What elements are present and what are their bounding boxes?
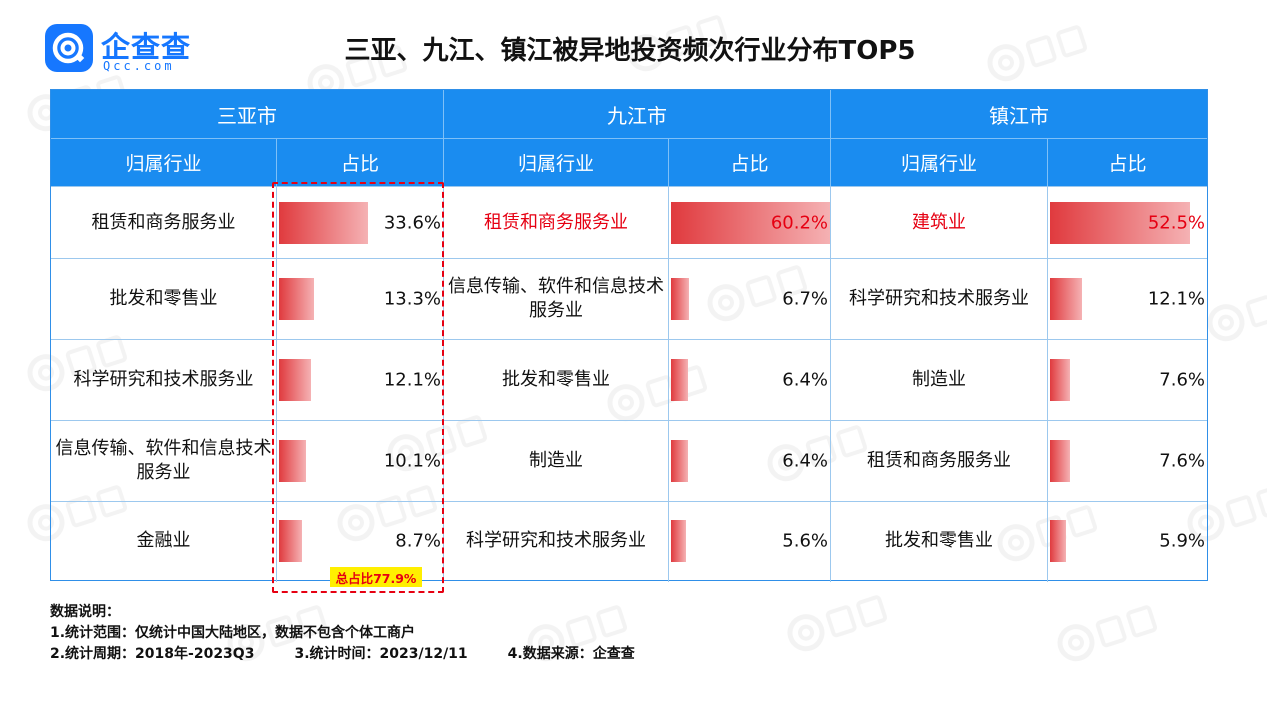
share-bar xyxy=(671,201,831,244)
qcc-logo: 企查查 Qcc.com xyxy=(45,24,205,76)
column-divider xyxy=(1047,186,1048,582)
share-cell: 6.4% xyxy=(669,421,830,501)
share-cell: 6.4% xyxy=(669,340,830,420)
industry-cell: 租赁和商务服务业 xyxy=(867,450,1011,471)
industry-cell: 科学研究和技术服务业 xyxy=(73,369,254,390)
share-cell: 60.2% xyxy=(669,187,831,258)
city-header-jiujiang: 九江市 xyxy=(607,103,667,128)
share-value: 12.1% xyxy=(383,369,441,391)
share-bar xyxy=(1050,359,1071,401)
share-cell: 52.5% xyxy=(1048,187,1207,258)
column-header-share: 占比 xyxy=(1108,153,1147,175)
share-value: 6.7% xyxy=(782,288,828,310)
data-notes: 数据说明： 1.统计范围：仅统计中国大陆地区，数据不包含个体工商户 2.统计周期… xyxy=(50,602,635,665)
qcc-logo-icon xyxy=(45,24,93,72)
industry-table: 三亚市 九江市 镇江市 归属行业 占比 归属行业 占比 归属行业 占比 租赁和商… xyxy=(50,89,1208,582)
share-cell: 6.7% xyxy=(669,259,830,339)
column-header-industry: 归属行业 xyxy=(125,153,202,175)
table-row: 信息传输、软件和信息技术服务业 10.1% 制造业 6.4% 租赁和商务服务业 7.6% xyxy=(51,420,1207,501)
total-share-badge: 总占比77.9% xyxy=(330,567,422,587)
share-value: 7.6% xyxy=(1159,369,1205,391)
industry-cell: 租赁和商务服务业 xyxy=(91,211,236,233)
share-bar xyxy=(671,278,689,320)
share-bar xyxy=(279,520,303,562)
sanya-top5-highlight-box xyxy=(272,182,444,593)
city-header-row: 三亚市 九江市 镇江市 xyxy=(51,90,1207,138)
column-header-industry: 归属行业 xyxy=(900,153,977,175)
city-header-zhenjiang: 镇江市 xyxy=(989,103,1049,128)
industry-cell: 制造业 xyxy=(912,369,966,390)
share-value: 6.4% xyxy=(782,369,828,391)
table-row: 租赁和商务服务业 33.6% 租赁和商务服务业 60.2% 建筑业 52.5% xyxy=(51,186,1207,258)
notes-heading: 数据说明： xyxy=(50,604,120,620)
share-bar xyxy=(279,440,306,482)
table-row: 批发和零售业 13.3% 信息传输、软件和信息技术服务业 6.7% 科学研究和技术服务业… xyxy=(51,258,1207,339)
share-bar xyxy=(671,520,686,562)
notes-scope: 1.统计范围：仅统计中国大陆地区，数据不包含个体工商户 xyxy=(50,625,416,641)
share-value: 5.9% xyxy=(1159,530,1205,552)
watermark-logo-icon xyxy=(1050,600,1180,664)
column-divider xyxy=(830,186,831,582)
share-bar xyxy=(279,359,312,401)
share-cell: 12.1% xyxy=(1048,259,1207,339)
column-header-industry: 归属行业 xyxy=(517,153,594,175)
brand-name-cn: 企查查 xyxy=(101,30,192,64)
page-title: 三亚、九江、镇江被异地投资频次行业分布TOP5 xyxy=(344,36,916,66)
industry-cell: 租赁和商务服务业 xyxy=(484,211,628,233)
share-bar xyxy=(1050,440,1071,482)
share-value: 52.5% xyxy=(1147,212,1205,233)
share-value: 33.6% xyxy=(383,212,441,233)
column-header-share: 占比 xyxy=(730,153,769,175)
industry-cell: 科学研究和技术服务业 xyxy=(849,288,1029,309)
share-bar xyxy=(671,440,688,482)
share-value: 12.1% xyxy=(1147,288,1205,310)
share-cell: 33.6% xyxy=(277,187,443,258)
industry-cell: 制造业 xyxy=(529,450,583,471)
industry-cell: 科学研究和技术服务业 xyxy=(466,530,646,551)
share-value: 8.7% xyxy=(395,530,441,552)
industry-cell: 批发和零售业 xyxy=(885,530,993,551)
column-header-share: 占比 xyxy=(340,153,379,175)
share-bar xyxy=(1050,520,1066,562)
notes-line-2: 2.统计周期：2018年-2023Q3 3.统计时间：2023/12/11 4.数据… xyxy=(50,644,635,665)
city-header-sanya: 三亚市 xyxy=(217,103,277,128)
industry-cell: 信息传输、软件和信息技术服务业 xyxy=(55,438,272,483)
share-cell: 10.1% xyxy=(277,421,443,501)
share-cell: 5.6% xyxy=(669,502,830,580)
share-bar xyxy=(671,359,688,401)
notes-stat-time: 3.统计时间：2023/12/11 xyxy=(294,646,468,662)
notes-source: 4.数据来源：企查查 xyxy=(507,646,635,662)
column-header-row: 归属行业 占比 归属行业 占比 归属行业 占比 xyxy=(51,138,1207,186)
brand-name-en: Qcc.com xyxy=(103,59,175,73)
share-cell: 7.6% xyxy=(1048,421,1207,501)
share-bar xyxy=(279,278,315,320)
share-cell: 8.7% xyxy=(277,502,443,580)
watermark-logo-icon xyxy=(1200,280,1267,344)
column-divider xyxy=(668,186,669,582)
column-divider xyxy=(276,186,277,582)
industry-cell: 金融业 xyxy=(136,530,191,551)
share-value: 10.1% xyxy=(383,450,441,472)
industry-cell: 批发和零售业 xyxy=(109,288,218,309)
table-row: 金融业 8.7% 科学研究和技术服务业 5.6% 批发和零售业 5.9% xyxy=(51,501,1207,580)
industry-cell: 批发和零售业 xyxy=(502,369,610,390)
share-value: 60.2% xyxy=(770,212,828,233)
table-row: 科学研究和技术服务业 12.1% 批发和零售业 6.4% 制造业 7.6% xyxy=(51,339,1207,420)
share-cell: 7.6% xyxy=(1048,340,1207,420)
share-cell: 12.1% xyxy=(277,340,443,420)
share-bar xyxy=(1050,278,1083,320)
share-value: 5.6% xyxy=(782,530,828,552)
share-value: 7.6% xyxy=(1159,450,1205,472)
share-value: 6.4% xyxy=(782,450,828,472)
share-cell: 5.9% xyxy=(1048,502,1207,580)
industry-cell: 建筑业 xyxy=(912,211,966,233)
share-value: 13.3% xyxy=(383,288,441,310)
notes-period: 2.统计周期：2018年-2023Q3 xyxy=(50,646,255,662)
share-bar xyxy=(1050,201,1190,244)
share-bar xyxy=(279,201,369,244)
watermark-logo-icon xyxy=(780,590,910,654)
industry-cell: 信息传输、软件和信息技术服务业 xyxy=(448,276,664,321)
share-cell: 13.3% xyxy=(277,259,443,339)
